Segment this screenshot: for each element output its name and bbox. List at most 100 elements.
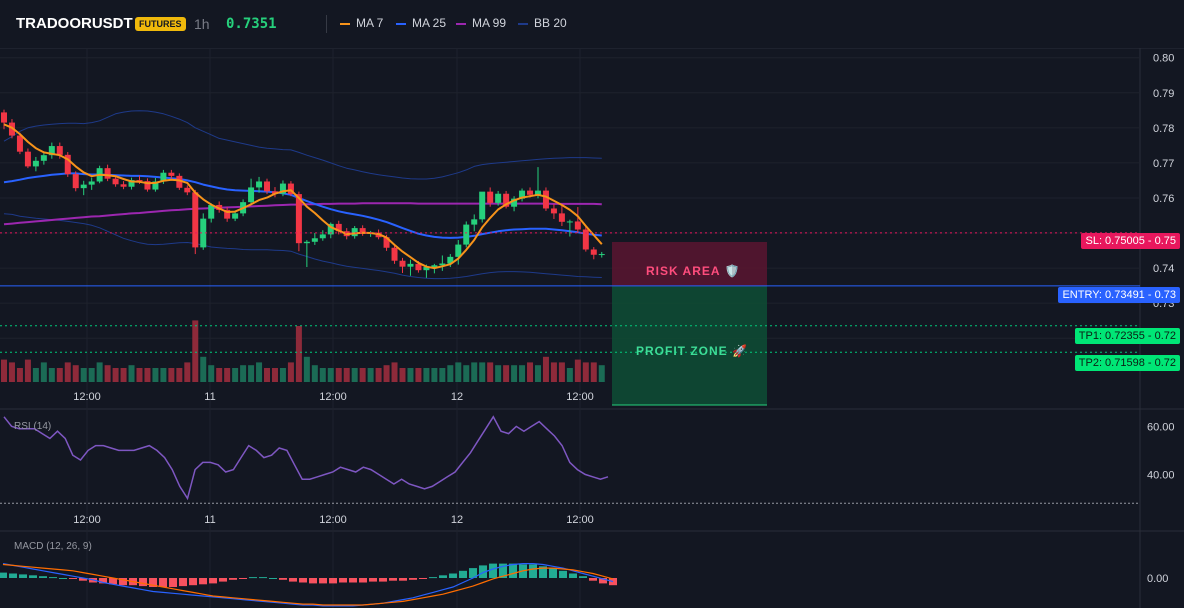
- candle-body: [463, 224, 470, 245]
- symbol-name[interactable]: TRADOORUSDT: [16, 15, 133, 32]
- macd-histogram-bar: [69, 578, 77, 579]
- candle-body: [256, 181, 263, 188]
- volume-bar: [319, 368, 326, 382]
- candle-body: [32, 160, 39, 167]
- legend-ma99[interactable]: MA 99: [456, 16, 506, 30]
- macd-histogram-bar: [259, 577, 267, 579]
- candle-body: [399, 260, 406, 267]
- price-tick-label: 0.76: [1153, 193, 1174, 205]
- legend-ma7[interactable]: MA 7: [340, 16, 383, 30]
- volume-bar: [519, 365, 526, 382]
- volume-bar: [359, 368, 366, 382]
- time-tick-label: 12: [451, 391, 463, 403]
- macd-histogram-bar: [319, 578, 327, 584]
- volume-bar: [168, 368, 175, 382]
- macd-histogram-bar: [159, 578, 167, 587]
- volume-bar: [256, 362, 263, 382]
- candle-body: [64, 154, 71, 175]
- volume-bar: [88, 368, 95, 382]
- candle-body: [144, 181, 151, 190]
- rsi-tick-label: 40.00: [1147, 469, 1175, 481]
- legend-swatch-ma99: [456, 22, 466, 25]
- macd-histogram-bar: [299, 578, 307, 583]
- candle-body: [534, 190, 541, 195]
- volume-bar: [471, 362, 478, 382]
- macd-histogram-bar: [0, 572, 7, 578]
- macd-tick-label: 0.00: [1147, 573, 1168, 585]
- volume-bar: [423, 368, 430, 382]
- volume-bar: [391, 362, 398, 382]
- time-tick-label: 12:00: [73, 514, 101, 526]
- macd-histogram-bar: [409, 578, 417, 580]
- volume-bar: [534, 365, 541, 382]
- legend-ma25[interactable]: MA 25: [396, 16, 446, 30]
- candle-body: [471, 219, 478, 225]
- macd-histogram-bar: [379, 578, 387, 582]
- volume-bar: [152, 368, 159, 382]
- candle-body: [415, 263, 422, 271]
- candle-body: [407, 263, 414, 267]
- candle-body: [359, 228, 366, 234]
- last-price: 0.7351: [226, 16, 277, 32]
- candle-body: [120, 184, 127, 187]
- macd-histogram-bar: [179, 578, 187, 587]
- macd-histogram-bar: [439, 575, 447, 578]
- candle-body: [128, 180, 135, 187]
- candle-body: [558, 213, 565, 222]
- bb-upper-line: [3, 110, 602, 180]
- volume-bar: [566, 368, 573, 382]
- volume-bar: [232, 368, 239, 382]
- volume-bar: [542, 356, 549, 382]
- macd-histogram-bar: [249, 577, 257, 579]
- candle-body: [160, 172, 167, 182]
- candle-body: [287, 183, 294, 195]
- macd-histogram-bar: [479, 565, 487, 578]
- candle-body: [574, 221, 581, 230]
- macd-histogram-bar: [229, 578, 237, 580]
- macd-histogram-bar: [469, 568, 477, 578]
- price-tick-label: 0.74: [1153, 263, 1174, 275]
- macd-histogram-bar: [169, 578, 177, 587]
- candle-body: [8, 122, 15, 136]
- volume-bar: [574, 359, 581, 382]
- candle-body: [351, 228, 358, 237]
- candle-body: [40, 155, 47, 161]
- candle-body: [136, 180, 143, 182]
- take-profit-2-tag[interactable]: TP2: 0.71598 - 0.72: [1074, 355, 1180, 371]
- candle-body: [391, 247, 398, 261]
- macd-histogram-bar: [209, 578, 217, 584]
- volume-bar: [136, 368, 143, 382]
- macd-histogram-bar: [459, 570, 467, 578]
- stop-loss-tag[interactable]: SL: 0.75005 - 0.75: [1081, 233, 1180, 249]
- time-tick-label: 12:00: [566, 391, 594, 403]
- ma99-line: [3, 202, 602, 226]
- rsi-tick-label: 60.00: [1147, 421, 1175, 433]
- entry-tag[interactable]: ENTRY: 0.73491 - 0.73: [1058, 287, 1180, 303]
- candle-body: [152, 181, 159, 190]
- volume-bar: [128, 365, 135, 382]
- price-tick-label: 0.77: [1153, 158, 1174, 170]
- volume-bar: [495, 365, 502, 382]
- macd-histogram-bar: [399, 578, 407, 581]
- volume-bar: [287, 362, 294, 382]
- volume-bar: [16, 368, 23, 382]
- macd-histogram-bar: [539, 566, 547, 578]
- macd-histogram-bar: [559, 570, 567, 578]
- macd-histogram-bar: [79, 578, 87, 581]
- volume-bar: [192, 320, 199, 382]
- time-tick-label: 12:00: [319, 514, 347, 526]
- candle-body: [192, 192, 199, 248]
- timeframe-label[interactable]: 1h: [194, 16, 210, 32]
- macd-line: [2, 562, 614, 607]
- candle-body: [487, 191, 494, 203]
- volume-bar: [72, 365, 79, 382]
- volume-bar: [407, 368, 414, 382]
- candle-body: [439, 263, 446, 266]
- macd-histogram-bar: [489, 563, 497, 578]
- candle-body: [271, 191, 278, 194]
- take-profit-1-tag[interactable]: TP1: 0.72355 - 0.72: [1074, 328, 1180, 344]
- volume-bar: [160, 368, 167, 382]
- candle-body: [431, 265, 438, 268]
- legend-bb20[interactable]: BB 20: [518, 16, 567, 30]
